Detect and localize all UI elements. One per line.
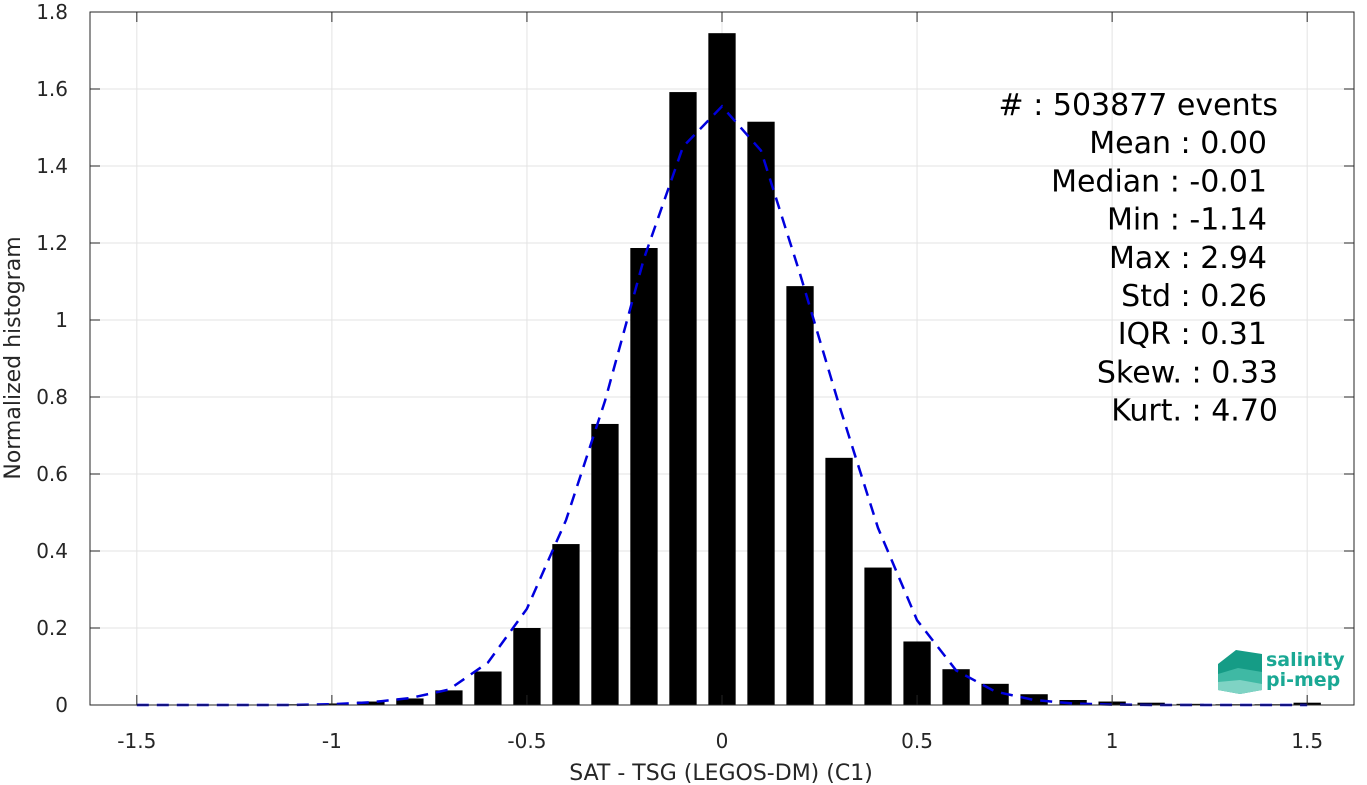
histogram-bar-14 — [669, 92, 697, 705]
histogram-bar-23 — [1020, 694, 1048, 705]
bars — [279, 33, 1321, 706]
x-tick-label-6: 1.5 — [1291, 729, 1323, 753]
y-tick-labels: 0 0.2 0.4 0.6 0.8 1 1.2 1.4 1.6 1.8 — [36, 0, 68, 717]
salinity-pi-mep-logo: salinity pi-mep — [1218, 649, 1345, 694]
logo-text-line1: salinity — [1266, 649, 1345, 671]
stat-line-0: # : 503877 events — [999, 88, 1278, 123]
y-tick-label-8: 1.6 — [36, 77, 68, 101]
stat-line-1: Mean : 0.00 — [1089, 126, 1267, 161]
y-tick-label-9: 1.8 — [36, 0, 68, 24]
y-tick-label-7: 1.4 — [36, 154, 68, 178]
x-tick-label-0: -1.5 — [117, 729, 156, 753]
fit-line — [136, 104, 1308, 707]
x-axis-title: SAT - TSG (LEGOS-DM) (C1) — [569, 761, 873, 785]
stat-line-7: Skew. : 0.33 — [1097, 355, 1278, 390]
axes — [89, 11, 1355, 706]
x-tick-label-3: 0 — [716, 729, 729, 753]
histogram-bar-6 — [357, 701, 385, 705]
x-tick-label-4: 0.5 — [901, 729, 933, 753]
stat-line-8: Kurt. : 4.70 — [1111, 394, 1278, 429]
logo-mark-icon — [1218, 650, 1262, 694]
y-tick-label-4: 0.8 — [36, 385, 68, 409]
y-tick-label-0: 0 — [55, 693, 68, 717]
histogram-bar-17 — [786, 286, 814, 705]
y-tick-label-2: 0.4 — [36, 539, 68, 563]
y-tick-label-3: 0.6 — [36, 462, 68, 486]
histogram-bar-11 — [552, 544, 580, 705]
fit-line-group — [136, 104, 1308, 707]
histogram-bar-9 — [474, 671, 502, 705]
x-tick-labels: -1.5 -1 -0.5 0 0.5 1 1.5 — [117, 729, 1323, 753]
stat-line-2: Median : -0.01 — [1051, 164, 1267, 199]
histogram-bar-20 — [903, 641, 931, 705]
stat-line-4: Max : 2.94 — [1109, 241, 1267, 276]
logo-text-line2: pi-mep — [1266, 669, 1340, 691]
histogram-bar-21 — [942, 669, 970, 705]
y-tick-label-6: 1.2 — [36, 231, 68, 255]
histogram-bar-15 — [708, 33, 736, 706]
histogram-bar-16 — [747, 121, 775, 706]
histogram-bar-7 — [396, 698, 424, 705]
histogram-bar-19 — [864, 567, 892, 705]
x-tick-label-2: -0.5 — [507, 729, 546, 753]
histogram-bar-24 — [1059, 699, 1087, 705]
histogram-bar-8 — [435, 690, 463, 705]
x-tick-label-1: -1 — [322, 729, 342, 753]
y-tick-label-1: 0.2 — [36, 616, 68, 640]
stat-line-3: Min : -1.14 — [1107, 203, 1267, 238]
histogram-bar-10 — [513, 628, 541, 705]
histogram-bar-18 — [825, 457, 853, 705]
histogram-bar-13 — [630, 248, 658, 705]
x-tick-label-5: 1 — [1106, 729, 1119, 753]
y-tick-label-5: 1 — [55, 308, 68, 332]
stat-line-5: Std : 0.26 — [1121, 279, 1267, 314]
histogram-bar-12 — [591, 423, 619, 705]
stat-line-6: IQR : 0.31 — [1118, 317, 1267, 352]
y-axis-title: Normalized histogram — [1, 236, 26, 479]
